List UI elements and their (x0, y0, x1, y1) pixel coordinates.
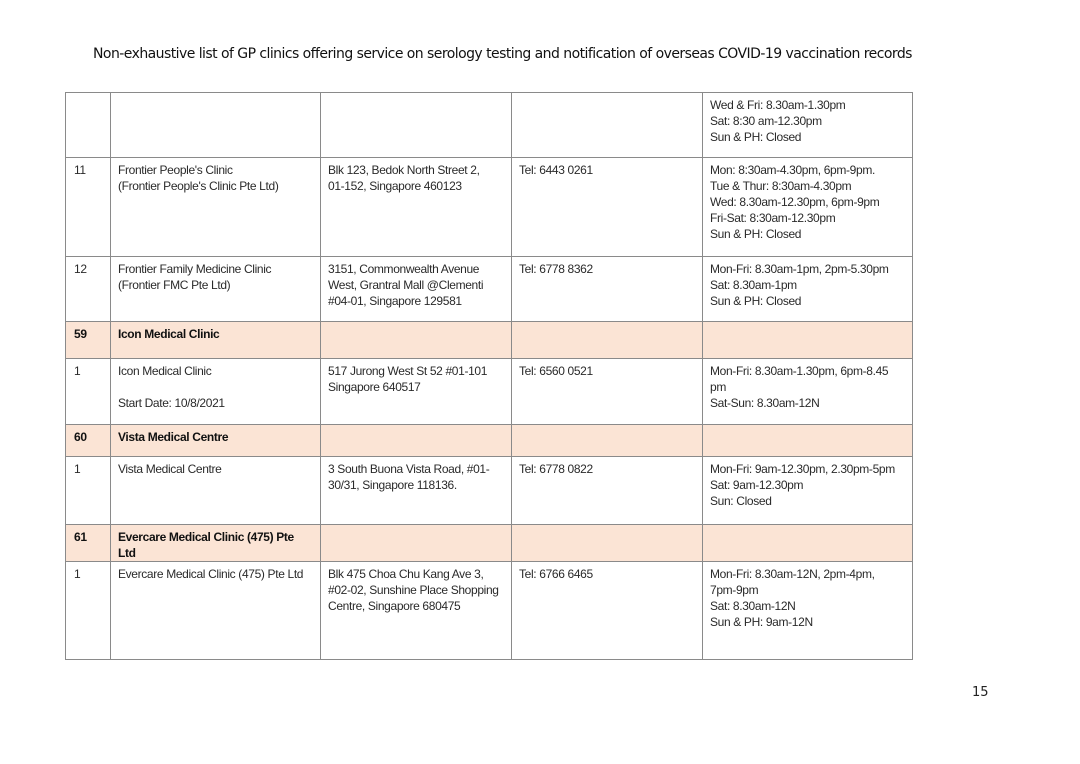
row-number-cell: 12 (65, 256, 111, 322)
telephone-cell: Tel: 6560 0521 (511, 358, 703, 425)
row-number-cell: 60 (65, 424, 111, 457)
row-number-cell (65, 92, 111, 158)
address-cell (320, 92, 512, 158)
telephone-cell (511, 424, 703, 457)
address-cell: Blk 475 Choa Chu Kang Ave 3, #02-02, Sun… (320, 561, 512, 660)
telephone-cell (511, 92, 703, 158)
address-cell (320, 321, 512, 359)
address-cell (320, 424, 512, 457)
group-header-row: 60 Vista Medical Centre (65, 424, 913, 457)
row-number-cell: 1 (65, 456, 111, 525)
row-number-cell: 11 (65, 157, 111, 257)
row-number-cell: 1 (65, 358, 111, 425)
address-cell: 517 Jurong West St 52 #01-101 Singapore … (320, 358, 512, 425)
opening-hours-cell (702, 424, 913, 457)
telephone-cell: Tel: 6443 0261 (511, 157, 703, 257)
opening-hours-cell: Mon: 8:30am-4.30pm, 6pm-9pm. Tue & Thur:… (702, 157, 913, 257)
address-cell: Blk 123, Bedok North Street 2, 01-152, S… (320, 157, 512, 257)
address-cell: 3 South Buona Vista Road, #01- 30/31, Si… (320, 456, 512, 525)
document-title: Non-exhaustive list of GP clinics offeri… (93, 46, 912, 62)
group-header-row: 61 Evercare Medical Clinic (475) Pte Ltd (65, 524, 913, 562)
clinic-name-cell: Frontier People's Clinic (Frontier Peopl… (110, 157, 321, 257)
address-cell: 3151, Commonwealth Avenue West, Grantral… (320, 256, 512, 322)
row-number-cell: 1 (65, 561, 111, 660)
telephone-cell (511, 321, 703, 359)
opening-hours-cell (702, 321, 913, 359)
clinic-name-cell: Icon Medical Clinic (110, 321, 321, 359)
telephone-cell (511, 524, 703, 562)
clinic-name-cell: Vista Medical Centre (110, 424, 321, 457)
clinic-name-cell: Vista Medical Centre (110, 456, 321, 525)
table-row: 11 Frontier People's Clinic (Frontier Peo… (65, 157, 913, 257)
clinic-name-cell: Evercare Medical Clinic (475) Pte Ltd (110, 524, 321, 562)
opening-hours-cell: Wed & Fri: 8.30am-1.30pm Sat: 8:30 am-12… (702, 92, 913, 158)
table-row: 1 Vista Medical Centre 3 South Buona Vista… (65, 456, 913, 525)
row-number-cell: 61 (65, 524, 111, 562)
page-number: 15 (972, 685, 989, 700)
telephone-cell: Tel: 6778 0822 (511, 456, 703, 525)
telephone-cell: Tel: 6766 6465 (511, 561, 703, 660)
clinic-table: Wed & Fri: 8.30am-1.30pm Sat: 8:30 am-12… (65, 92, 913, 660)
table-row: 1 Evercare Medical Clinic (475) Pte Ltd Bl… (65, 561, 913, 660)
clinic-name-cell: Frontier Family Medicine Clinic (Frontie… (110, 256, 321, 322)
opening-hours-cell: Mon-Fri: 8.30am-1pm, 2pm-5.30pm Sat: 8.3… (702, 256, 913, 322)
opening-hours-cell: Mon-Fri: 9am-12.30pm, 2.30pm-5pm Sat: 9a… (702, 456, 913, 525)
clinic-name-cell: Icon Medical Clinic Start Date: 10/8/202… (110, 358, 321, 425)
clinic-name-cell (110, 92, 321, 158)
address-cell (320, 524, 512, 562)
table-row: 12 Frontier Family Medicine Clinic (Front… (65, 256, 913, 322)
clinic-name-cell: Evercare Medical Clinic (475) Pte Ltd (110, 561, 321, 660)
opening-hours-cell: Mon-Fri: 8.30am-12N, 2pm-4pm, 7pm-9pm Sa… (702, 561, 913, 660)
group-header-row: 59 Icon Medical Clinic (65, 321, 913, 359)
telephone-cell: Tel: 6778 8362 (511, 256, 703, 322)
opening-hours-cell (702, 524, 913, 562)
opening-hours-cell: Mon-Fri: 8.30am-1.30pm, 6pm-8.45 pm Sat-… (702, 358, 913, 425)
table-row: 1 Icon Medical Clinic Start Date: 10/8/20… (65, 358, 913, 425)
row-number-cell: 59 (65, 321, 111, 359)
table-row: Wed & Fri: 8.30am-1.30pm Sat: 8:30 am-12… (65, 92, 913, 158)
